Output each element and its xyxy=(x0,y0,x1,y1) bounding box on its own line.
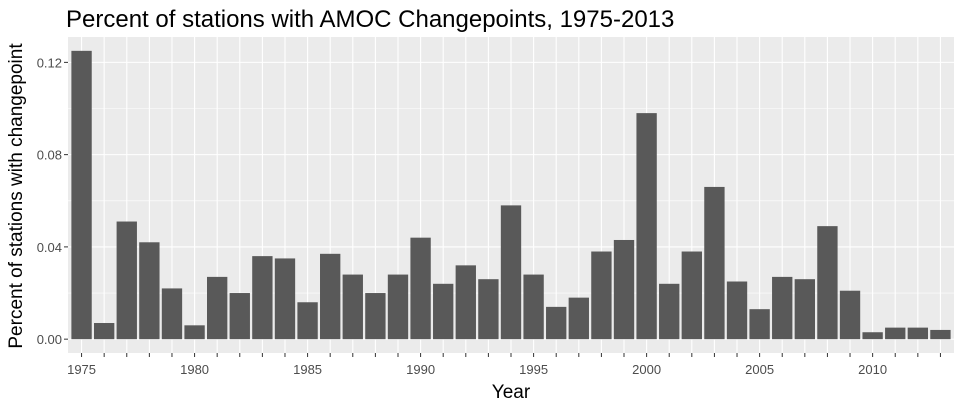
y-axis-ticks: 0.00 0.04 0.08 0.12 xyxy=(37,55,68,347)
bar-1994 xyxy=(500,205,522,340)
bars xyxy=(71,50,951,340)
bar-1986 xyxy=(320,253,341,340)
x-tick-label: 1975 xyxy=(67,362,96,377)
bar-2001 xyxy=(659,283,680,340)
y-axis-title: Percent of stations with changepoint xyxy=(6,43,27,349)
bar-1990 xyxy=(410,237,431,340)
bar-2013 xyxy=(930,329,951,340)
bar-2012 xyxy=(907,327,929,340)
bar-1993 xyxy=(478,279,499,340)
x-tick-label: 1980 xyxy=(180,362,209,377)
bar-1979 xyxy=(161,288,183,340)
bar-2007 xyxy=(794,279,815,340)
bar-1998 xyxy=(591,251,612,340)
bar-1992 xyxy=(455,265,476,340)
bar-1989 xyxy=(387,274,409,340)
chart-title: Percent of stations with AMOC Changepoin… xyxy=(66,6,674,33)
bar-1978 xyxy=(139,242,160,340)
y-tick-label: 0.00 xyxy=(37,332,62,347)
y-tick-label: 0.04 xyxy=(37,240,62,255)
bar-1980 xyxy=(184,325,205,340)
x-axis-title: Year xyxy=(492,382,531,403)
x-tick-label: 1995 xyxy=(519,362,548,377)
y-tick-label: 0.12 xyxy=(37,55,62,70)
bar-1983 xyxy=(252,256,273,340)
x-tick-label: 2010 xyxy=(858,362,887,377)
bar-2009 xyxy=(839,290,861,340)
x-tick-label: 1990 xyxy=(406,362,435,377)
bar-1995 xyxy=(523,274,544,340)
bar-1985 xyxy=(297,302,318,340)
bar-1975 xyxy=(71,50,92,340)
y-tick-label: 0.08 xyxy=(37,148,62,163)
bar-1991 xyxy=(433,283,454,340)
bar-2010 xyxy=(862,332,883,340)
bar-1987 xyxy=(342,274,363,340)
bar-2004 xyxy=(726,281,748,340)
bar-2006 xyxy=(772,276,793,340)
bar-1976 xyxy=(93,323,115,340)
bar-2002 xyxy=(681,251,702,340)
bar-2008 xyxy=(817,226,838,340)
x-tick-label: 2005 xyxy=(745,362,774,377)
bar-1982 xyxy=(229,293,250,340)
x-axis-ticks: 1975 1980 1985 1990 1995 2000 2005 2010 xyxy=(67,353,941,377)
x-tick-label: 1985 xyxy=(293,362,322,377)
bar-2000 xyxy=(636,113,657,340)
bar-2011 xyxy=(885,327,906,340)
bar-2003 xyxy=(704,186,725,340)
bar-1988 xyxy=(365,293,386,340)
bar-1999 xyxy=(613,239,635,340)
bar-1996 xyxy=(546,306,567,340)
bar-2005 xyxy=(749,309,770,340)
bar-1997 xyxy=(568,297,589,340)
bar-1984 xyxy=(274,258,296,340)
bar-1981 xyxy=(207,276,228,340)
x-tick-label: 2000 xyxy=(632,362,661,377)
bar-1977 xyxy=(116,221,137,340)
